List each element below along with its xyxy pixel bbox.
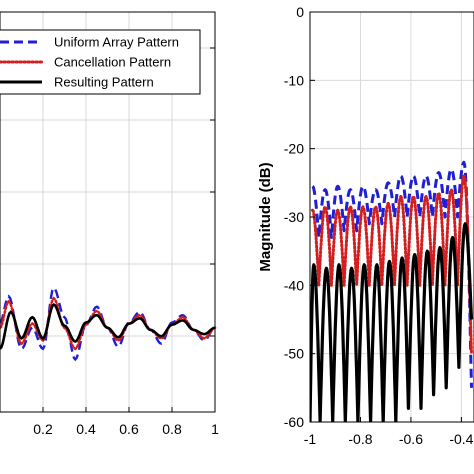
right-ytick-label: -60 [284, 414, 304, 430]
right-ytick-label: -30 [284, 209, 304, 225]
left-axes-frame [0, 11, 216, 413]
legend: Uniform Array Pattern Cancellation Patter… [0, 29, 201, 95]
right-series-group [310, 160, 474, 422]
right-series-line-3 [310, 222, 474, 422]
right-ytick-label: -10 [284, 72, 304, 88]
right-series-line-2 [311, 174, 473, 356]
right-ytick-label: -20 [284, 141, 304, 157]
right-xtick-label: -1 [304, 431, 317, 447]
right-ytick-label: -40 [284, 277, 304, 293]
left-series-line-3 [0, 302, 216, 350]
right-ytick-label: -50 [284, 346, 304, 362]
left-chart-panel: 0.2 0.4 0.6 0.8 1 Uniform Array Pattern Cancel… [0, 11, 219, 437]
right-chart-panel: 0 -10 -20 -30 -40 -50 -60-1 -0.8 -0.6 -0.4 Magnitu… [257, 4, 474, 447]
right-ytick-label: 0 [296, 4, 304, 20]
legend-entry-label: Resulting Pattern [54, 75, 154, 90]
legend-entry-label: Cancellation Pattern [54, 55, 171, 70]
left-xtick-label: 1 [211, 421, 219, 437]
right-xtick-label: -0.8 [348, 431, 372, 447]
right-xtick-label: -0.4 [449, 431, 473, 447]
left-xtick-label: 0.4 [76, 421, 96, 437]
right-xtick-label: -0.6 [399, 431, 423, 447]
left-xtick-label: 0.8 [162, 421, 182, 437]
legend-entry-label: Uniform Array Pattern [54, 35, 179, 50]
left-xtick-label: 0.2 [33, 421, 53, 437]
right-series-line-1 [311, 160, 473, 388]
left-xtick-label: 0.6 [119, 421, 139, 437]
right-ylabel: Magnitude (dB) [257, 162, 274, 271]
